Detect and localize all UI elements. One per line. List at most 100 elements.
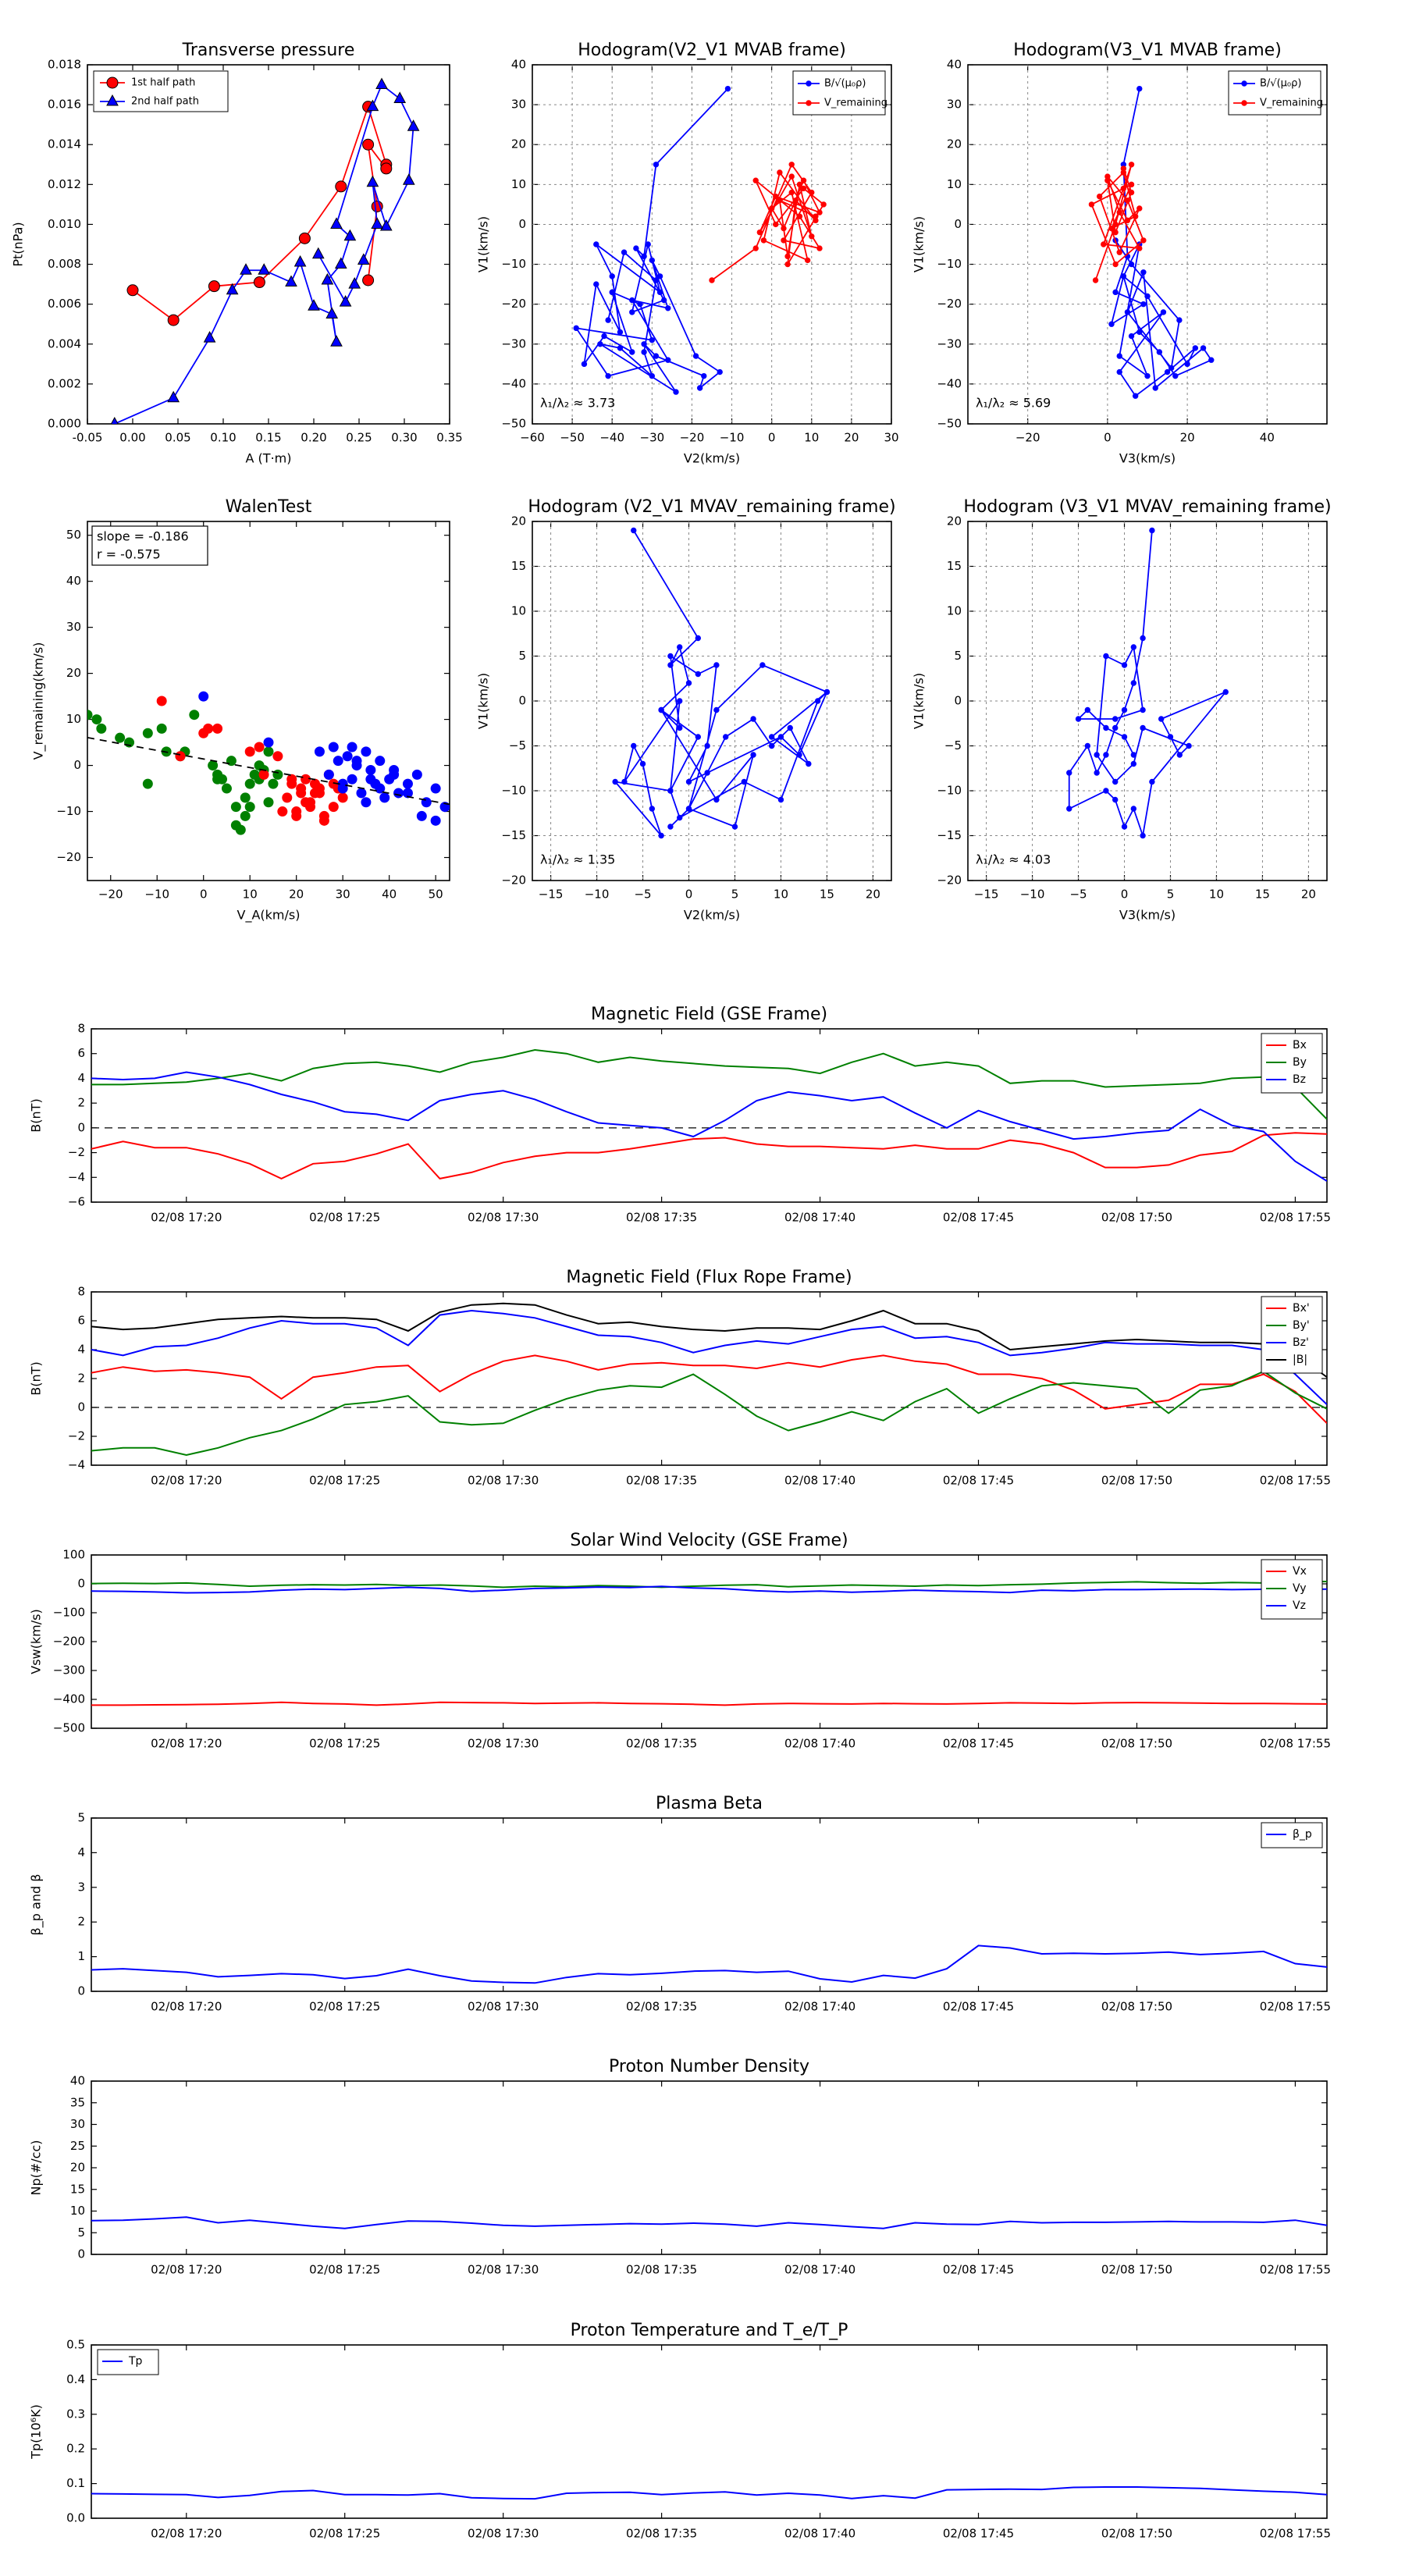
data-point [244, 778, 255, 789]
plot-frame [91, 1028, 1328, 1203]
y-tick-label: 0.1 [66, 2476, 85, 2490]
data-point [1130, 752, 1137, 758]
y-tick-label: 20 [511, 514, 526, 528]
y-tick-label: 1 [77, 1949, 85, 1963]
ratio-annotation: λ₁/λ₂ ≈ 5.69 [976, 396, 1051, 411]
series-line [91, 1354, 1327, 1425]
data-point [380, 162, 393, 175]
data-point [709, 277, 715, 283]
data-point [366, 175, 379, 187]
y-tick-label: −10 [56, 804, 81, 818]
x-tick-label: 02/08 17:20 [151, 2000, 222, 2014]
stats-box [91, 525, 208, 566]
x-tick-label: 02/08 17:40 [784, 2000, 855, 2014]
data-point [677, 724, 683, 731]
data-point [677, 644, 683, 650]
data-point [1094, 752, 1100, 758]
series-line [91, 1944, 1327, 1984]
data-point [1112, 261, 1119, 268]
legend-label: |B| [1293, 1354, 1307, 1366]
chart-title: Proton Temperature and T_e/T_P [571, 2321, 848, 2340]
y-tick-label: 0.008 [48, 257, 81, 271]
data-point [685, 680, 692, 686]
data-point [1108, 225, 1115, 232]
data-point [696, 385, 703, 391]
data-point [1130, 644, 1137, 650]
x-tick-label: 0.10 [210, 431, 236, 445]
y-tick-label: 0.016 [48, 98, 81, 112]
data-point [330, 335, 343, 347]
plot-frame [91, 2080, 1328, 2255]
data-point [328, 802, 339, 813]
data-point [658, 832, 664, 839]
chart-title: Magnetic Field (GSE Frame) [591, 1005, 827, 1024]
data-point [823, 688, 831, 696]
plot-area [612, 527, 831, 839]
data-point [1112, 221, 1119, 228]
data-point [1112, 724, 1119, 731]
series-line [91, 1071, 1327, 1182]
y-tick-label: 4 [77, 1845, 85, 1859]
data-point [612, 778, 618, 785]
data-point [717, 368, 723, 375]
series-line [91, 1581, 1327, 1589]
data-point [375, 756, 386, 767]
data-point [816, 209, 823, 215]
data-point [695, 734, 702, 740]
data-point [167, 390, 180, 403]
data-point [1144, 293, 1151, 300]
x-tick-label: 0.00 [119, 431, 145, 445]
data-point [402, 788, 413, 799]
data-point [792, 197, 799, 204]
chart-proton-temperature: 0.0 0.1 0.2 0.3 0.4 0.5 02/08 17:20 02/08 17:25… [29, 2321, 1332, 2541]
data-point [1132, 393, 1139, 399]
series-line [91, 1309, 1327, 1406]
data-point [1103, 752, 1109, 758]
data-point [617, 345, 624, 351]
y-tick-label: 0.000 [48, 417, 81, 431]
y-tick-label: 0.2 [66, 2442, 85, 2456]
x-tick-label: 02/08 17:25 [309, 2527, 380, 2541]
y-tick-label: 10 [511, 604, 526, 618]
data-point [677, 698, 683, 704]
data-point [665, 305, 671, 311]
data-point [788, 162, 795, 168]
data-point [1140, 635, 1146, 642]
x-tick-label: 0.30 [391, 431, 417, 445]
data-point [593, 281, 599, 287]
plot-frame [532, 64, 892, 425]
data-point [1128, 261, 1135, 268]
y-tick-label: −10 [501, 257, 526, 271]
data-point [175, 751, 186, 762]
data-point [323, 769, 334, 780]
data-point [621, 249, 628, 255]
y-tick-label: 0 [73, 758, 81, 772]
y-tick-label: 0 [954, 217, 962, 231]
x-tick-label: 20 [1180, 431, 1195, 445]
legend-box [792, 70, 886, 116]
y-tick-label: 6 [77, 1046, 85, 1060]
legend-label: V_remaining [824, 98, 887, 109]
data-point [777, 197, 783, 204]
data-point [641, 349, 647, 355]
x-tick-label: −5 [634, 888, 651, 902]
data-point [649, 372, 656, 379]
data-point [1140, 724, 1146, 731]
data-point [1121, 824, 1128, 830]
data-point [692, 353, 699, 359]
data-point [87, 710, 93, 720]
data-point [337, 792, 348, 803]
y-tick-label: 0.010 [48, 217, 81, 231]
data-point [796, 752, 802, 758]
data-point [411, 769, 422, 780]
data-point [362, 138, 375, 151]
data-point [1130, 680, 1137, 686]
data-point [379, 219, 393, 231]
series-line [91, 1701, 1327, 1706]
data-point [1176, 317, 1183, 323]
data-point [814, 698, 821, 704]
y-tick-label: 20 [947, 137, 962, 151]
x-tick-label: 02/08 17:35 [626, 1211, 697, 1225]
data-point [357, 253, 370, 265]
